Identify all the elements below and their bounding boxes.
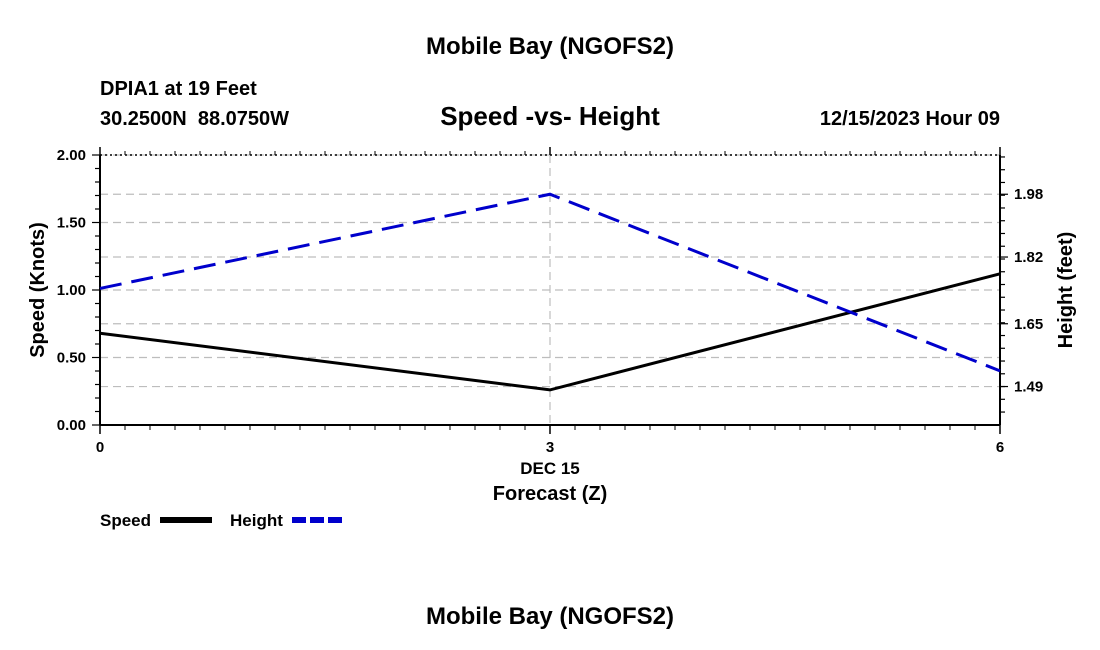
footer-title: Mobile Bay (NGOFS2) [426, 603, 674, 630]
y-right-tick-label: 1.82 [1014, 249, 1043, 266]
y-left-tick-label: 0.50 [57, 350, 86, 367]
legend-label-speed: Speed [100, 511, 151, 530]
forecast-timestamp: 12/15/2023 Hour 09 [820, 108, 1000, 130]
y-left-tick-label: 0.00 [57, 417, 86, 434]
x-tick-label: 3 [546, 439, 554, 456]
legend-label-height: Height [230, 511, 283, 530]
y-right-tick-label: 1.49 [1014, 379, 1043, 396]
y-right-tick-label: 1.98 [1014, 186, 1043, 203]
station-label: DPIA1 at 19 Feet [100, 78, 257, 100]
x-axis-label: Forecast (Z) [493, 483, 607, 505]
page-title: Mobile Bay (NGOFS2) [426, 33, 674, 60]
chart-legend: Speed Height [100, 511, 344, 530]
x-tick-label: 6 [996, 439, 1004, 456]
series-line-height [99, 192, 1001, 373]
y-left-tick-label: 1.00 [57, 282, 86, 299]
y-axis-right-label: Height (feet) [1055, 232, 1077, 349]
y-left-tick-label: 2.00 [57, 147, 86, 164]
chart-series [99, 192, 1001, 392]
chart-axes: 0.00 0.50 1.00 1.50 2.00 1.49 1.65 1.82 1.98 0 3 6 [57, 147, 1043, 456]
station-coordinates: 30.2500N 88.0750W [100, 108, 289, 130]
y-right-tick-label: 1.65 [1014, 316, 1043, 333]
y-left-tick-label: 1.50 [57, 215, 86, 232]
y-axis-left-label: Speed (Knots) [27, 222, 49, 358]
chart-title: Speed -vs- Height [440, 101, 660, 131]
x-date-label: DEC 15 [520, 459, 580, 478]
x-tick-label: 0 [96, 439, 104, 456]
